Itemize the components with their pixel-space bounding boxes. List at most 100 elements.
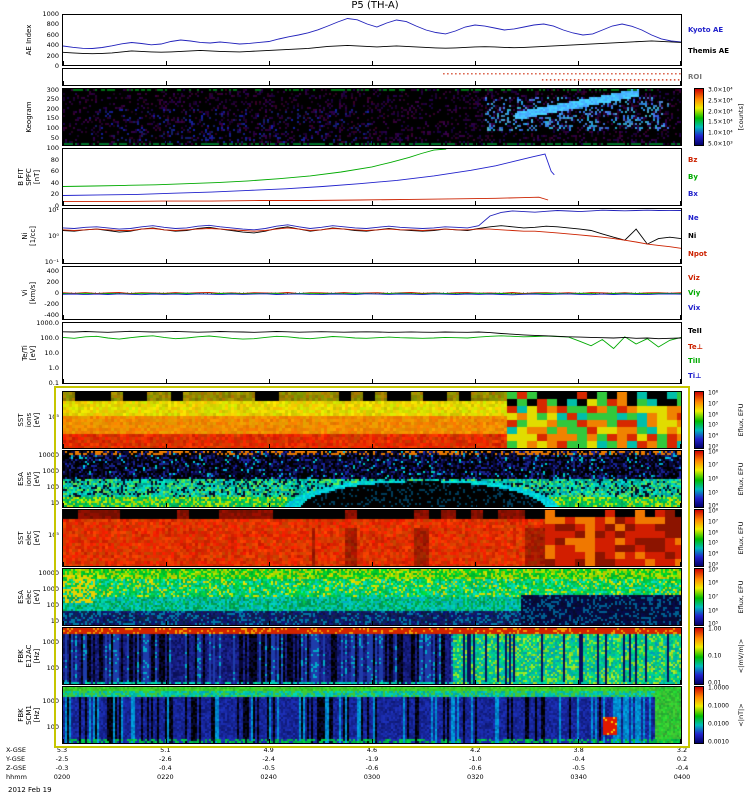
ni-legend-label: Ni [688,232,697,240]
time-tick [680,503,681,507]
time-tick [372,503,373,507]
vi-axis-label: Vi [km/s] [20,281,37,305]
ae-axis-label: AE Index [24,24,33,56]
fbk_eac-colorbar [694,627,704,685]
axis-value: -2.4 [262,755,275,763]
esa_ions-plot-area [62,450,682,508]
bfit-legend-label: By [688,173,698,181]
fbk_scm-ytick: 100 [46,722,59,731]
time-tick [475,61,477,65]
time-tick [680,739,681,743]
keogram-colorbar-tick: 5.0×10³ [708,140,733,148]
axis-value: -0.5 [572,764,585,772]
time-tick [475,562,477,566]
ae-ytick: 200 [46,51,59,60]
fbk_eac-colorbar-tick: 0.01 [708,679,722,687]
time-tick [372,562,373,566]
time-tick [63,141,64,145]
teti-ytick: 100.0 [40,334,59,343]
axis-value: 4.2 [470,746,481,754]
time-tick [166,739,168,743]
axis-value: -1.9 [365,755,379,763]
bfit-axis-label-area: B FIT SPFC [nT] [4,148,54,206]
teti-plot-area [62,322,682,384]
ae-ytick: 400 [46,41,59,50]
time-tick [680,315,681,319]
time-tick [166,379,168,383]
sst_elec-colorbar-tick: 10⁸ [708,507,719,515]
time-tick [577,739,579,743]
ae-legend-label: Kyoto AE [688,25,724,34]
esa_ions-ytick: 1000 [42,466,59,475]
sst_ions-colorbar [694,391,704,449]
esa_ions-spectrogram [63,451,681,507]
esa_elec-plot-area [62,568,682,626]
sst_ions-colorbar-unit-label: Eflux, EFU [737,403,745,437]
esa_elec-colorbar-tick: 10⁸ [708,579,719,587]
esa_elec-colorbar-tick: 10⁷ [708,593,719,601]
keogram-colorbar-unit-label: [counts] [737,103,745,131]
time-tick [372,739,373,743]
time-tick [166,259,168,263]
sst_ions-colorbar-tick: 10⁵ [708,421,719,429]
time-tick [372,379,373,383]
time-tick [268,259,270,263]
ae-ytick: 600 [46,30,59,39]
keogram-plot-area [62,88,682,146]
time-tick [372,315,373,319]
time-tick [475,680,477,684]
time-tick [475,739,477,743]
panel-sst_ions: SST ions [eV] 10⁵ 10⁸ 10⁷ 10⁶ 10⁵ 10⁴ 10³ Eflux,… [17,389,745,451]
panel-ae: AE Index 1000 800 600 400 200 0 Kyoto AE Themis … [25,10,729,70]
keogram-colorbar [694,88,704,146]
panel-esa_ions: ESA ions [eV] 10000 1000 100 10 10⁸ 10⁷ 10⁶ 10⁵ 1… [17,448,745,510]
time-tick [268,81,270,85]
vi-ytick: 0 [54,289,59,297]
ae-line-plot [63,18,681,55]
keogram-colorbar-tick: 3.0×10⁴ [708,86,733,94]
keogram-ytick: 50 [50,133,59,142]
axis-value: -0.6 [365,764,379,772]
ae-ytick: 0 [54,62,59,70]
fbk_scm-ytick: 1000 [42,696,59,705]
esa_elec-colorbar [694,568,704,626]
sst_elec-axis-label-area: SST elec [eV] [4,509,54,567]
keogram-colorbar-tick: 2.5×10⁴ [708,97,733,105]
time-tick [268,562,270,566]
time-tick [63,621,64,625]
time-tick [63,81,64,85]
panel-fbk_scm: FBK SCM1 [Hz] 1000 100 1.0000 0.1000 0.0100 0.… [17,684,745,746]
esa_elec-ytick: 10 [50,617,59,626]
date-label: 2012 Feb 19 [8,786,52,794]
vi-legend-label: Viy [688,289,701,297]
ni-axis-label: Ni [1/cc] [20,226,37,246]
esa_ions-axis-label-area: ESA ions [eV] [4,450,54,508]
time-tick [63,503,64,507]
time-tick [372,141,373,145]
vi-ytick: -200 [44,299,59,308]
time-tick [268,444,270,448]
panel-vi: Vi [km/s] 400 200 0 -200 -400 Viz Viy Vix [21,266,700,320]
time-tick [475,81,477,85]
axis-value: 5.3 [56,746,68,754]
fbk_scm-colorbar [694,686,704,744]
ni-legend-label: Npot [688,249,708,258]
esa_elec-axis-label-area: ESA elec [eV] [4,568,54,626]
roi-plot-area [62,68,682,86]
esa_ions-ytick: 100 [46,483,59,492]
time-tick [166,680,168,684]
sst_elec-colorbar-tick: 10⁵ [708,539,719,547]
axis-value: -0.5 [262,764,275,772]
esa_ions-colorbar-tick: 10⁴ [708,502,719,510]
time-tick [166,562,168,566]
panel-esa_elec: ESA elec [eV] 10000 1000 100 10 10⁹ 10⁸ 10⁷ 10⁶ 1… [17,566,745,628]
time-tick [680,259,681,263]
teti-ytick: 1000.0 [36,319,59,328]
sst_elec-colorbar-tick: 10³ [708,561,719,569]
axis-value: -0.4 [675,764,689,772]
sst_ions-colorbar-tick: 10⁶ [708,411,719,419]
plot-title: P5 (TH-A) [351,0,399,11]
sst_elec-ytick: 10⁵ [48,531,59,540]
time-tick [475,141,477,145]
axis-value: -2.6 [158,755,172,763]
